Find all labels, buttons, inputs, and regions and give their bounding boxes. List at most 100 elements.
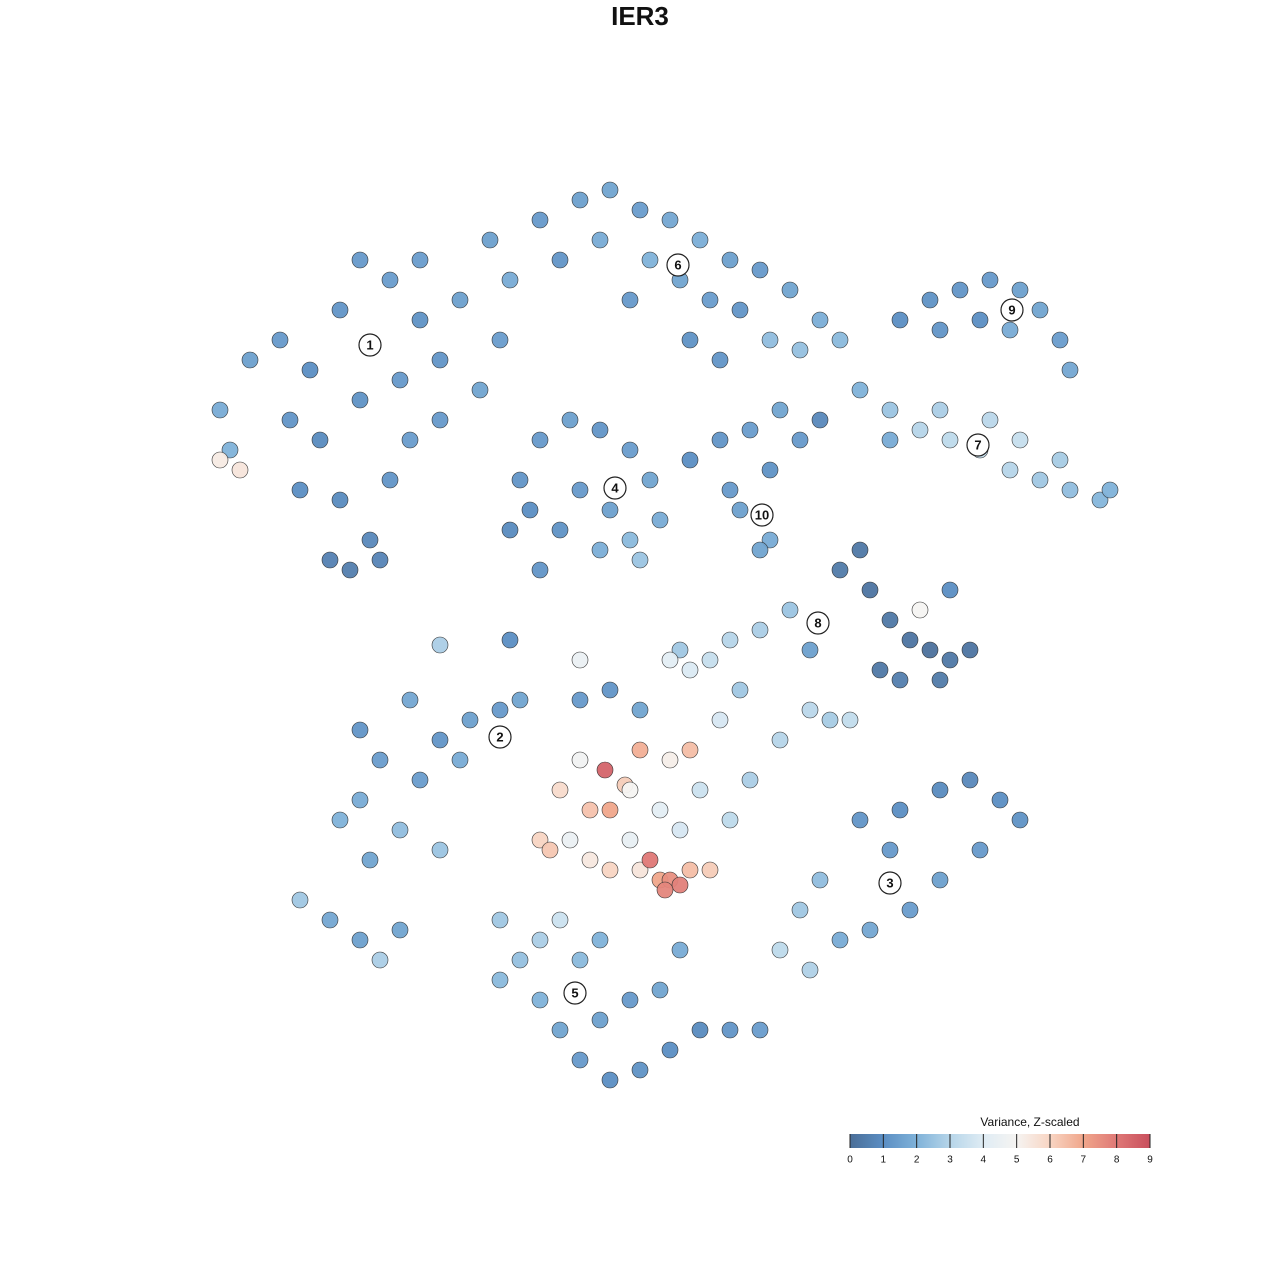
point xyxy=(391,371,409,389)
cluster-label: 9 xyxy=(1008,302,1015,317)
point xyxy=(781,601,799,619)
point xyxy=(631,861,649,879)
point xyxy=(1101,481,1119,499)
cluster-label-badge xyxy=(563,981,587,1005)
point xyxy=(761,461,779,479)
point xyxy=(361,531,379,549)
point xyxy=(821,711,839,729)
point xyxy=(691,781,709,799)
point xyxy=(791,901,809,919)
colorbar-tick-label: 4 xyxy=(981,1155,987,1166)
point xyxy=(561,411,579,429)
point xyxy=(701,651,719,669)
point xyxy=(911,601,929,619)
point xyxy=(741,771,759,789)
cluster-label-badge xyxy=(666,253,690,277)
point xyxy=(381,471,399,489)
cluster-label-badge xyxy=(1000,298,1024,322)
point xyxy=(591,1011,609,1029)
point xyxy=(711,431,729,449)
point xyxy=(1001,321,1019,339)
point xyxy=(851,541,869,559)
colorbar-tick-label: 5 xyxy=(1014,1155,1020,1166)
point xyxy=(241,351,259,369)
point xyxy=(971,841,989,859)
point xyxy=(731,501,749,519)
point xyxy=(581,851,599,869)
point xyxy=(311,431,329,449)
point xyxy=(291,891,309,909)
point xyxy=(771,731,789,749)
point xyxy=(351,721,369,739)
point xyxy=(881,611,899,629)
point xyxy=(751,1021,769,1039)
point xyxy=(941,431,959,449)
point xyxy=(1061,481,1079,499)
point xyxy=(941,581,959,599)
point xyxy=(531,991,549,1009)
point xyxy=(221,441,239,459)
point xyxy=(721,811,739,829)
point xyxy=(751,261,769,279)
point xyxy=(641,471,659,489)
point xyxy=(551,251,569,269)
point xyxy=(631,551,649,569)
point xyxy=(771,401,789,419)
point xyxy=(921,641,939,659)
point xyxy=(401,691,419,709)
point xyxy=(681,861,699,879)
point xyxy=(921,291,939,309)
point xyxy=(391,921,409,939)
cluster-label-badge xyxy=(878,871,902,895)
point xyxy=(341,561,359,579)
point xyxy=(701,291,719,309)
point xyxy=(711,711,729,729)
point xyxy=(931,781,949,799)
point xyxy=(991,791,1009,809)
point xyxy=(211,401,229,419)
point xyxy=(431,841,449,859)
point xyxy=(861,581,879,599)
point xyxy=(621,831,639,849)
point xyxy=(381,271,399,289)
point xyxy=(721,1021,739,1039)
point xyxy=(681,331,699,349)
point xyxy=(901,631,919,649)
point xyxy=(541,841,559,859)
point xyxy=(931,321,949,339)
point xyxy=(831,331,849,349)
point xyxy=(661,1041,679,1059)
point xyxy=(681,451,699,469)
point xyxy=(491,911,509,929)
point xyxy=(621,531,639,549)
point xyxy=(601,501,619,519)
point xyxy=(511,691,529,709)
colorbar-title: Variance, Z-scaled xyxy=(980,1115,1079,1129)
point xyxy=(411,251,429,269)
point xyxy=(661,651,679,669)
point xyxy=(721,631,739,649)
point xyxy=(661,211,679,229)
point xyxy=(351,791,369,809)
point xyxy=(741,421,759,439)
point xyxy=(531,831,549,849)
point xyxy=(941,651,959,669)
point xyxy=(591,931,609,949)
point xyxy=(591,231,609,249)
point xyxy=(831,561,849,579)
point xyxy=(711,351,729,369)
point xyxy=(881,841,899,859)
cluster-label: 4 xyxy=(611,480,619,495)
point xyxy=(481,231,499,249)
cluster-label: 8 xyxy=(814,615,821,630)
point xyxy=(551,521,569,539)
colorbar-tick-label: 2 xyxy=(914,1155,920,1166)
cluster-labels: 1 2 3 4 5 6 7 8 9 10 xyxy=(358,253,1024,1005)
colorbar-bar xyxy=(850,1134,1150,1148)
point xyxy=(621,781,639,799)
chart-title: IER3 xyxy=(611,1,669,31)
point xyxy=(461,711,479,729)
point xyxy=(671,821,689,839)
